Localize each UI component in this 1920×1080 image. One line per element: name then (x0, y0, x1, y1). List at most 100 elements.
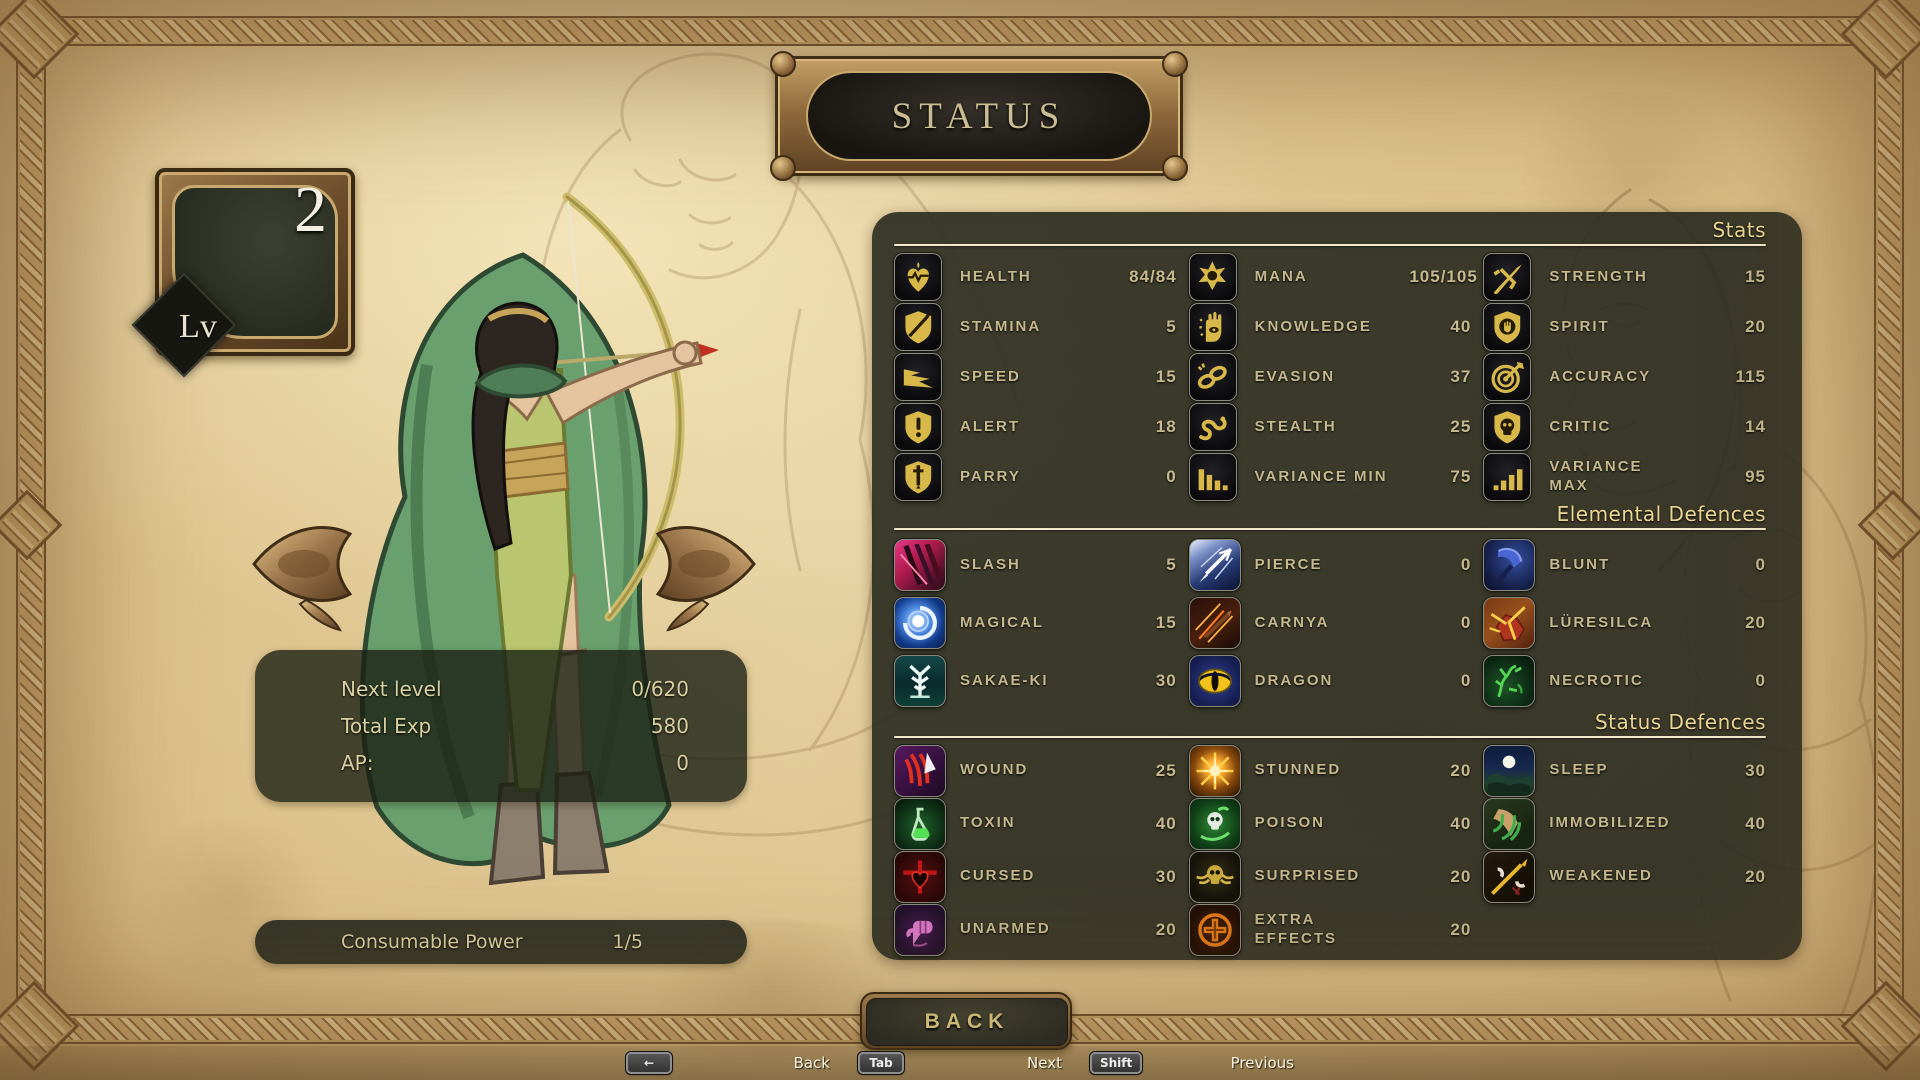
stat-label: PARRY (960, 467, 1021, 485)
evasion-icon (1188, 353, 1237, 401)
stat-row: NECROTIC 0 (1483, 652, 1766, 710)
stat-value: 15 (1745, 267, 1766, 286)
stat-row: HEALTH 84/84 (894, 252, 1177, 302)
toxin-icon (894, 797, 946, 850)
stat-label: MANA (1254, 267, 1308, 285)
section-divider (894, 528, 1766, 530)
right-arrow-ornament (655, 526, 756, 632)
stat-row: SAKAE-KI 30 (894, 652, 1177, 710)
stat-value: 84/84 (1129, 267, 1177, 286)
poison-icon (1188, 797, 1241, 850)
hotkey-hint-bar: ← Back Tab Next Shift Previous (0, 1046, 1920, 1080)
wound-icon (894, 744, 946, 797)
stat-label: KNOWLEDGE (1254, 317, 1372, 335)
hint-label: Previous (1230, 1054, 1294, 1072)
stunned-icon (1188, 744, 1241, 797)
sleep-icon (1483, 744, 1536, 797)
mana-icon (1188, 253, 1237, 301)
stat-row: VARIANCE MIN 75 (1188, 452, 1472, 502)
stat-row: STEALTH 25 (1188, 402, 1472, 452)
stat-value: 75 (1450, 467, 1472, 486)
frame-corner (0, 0, 80, 80)
stat-label: WOUND (960, 761, 1029, 779)
stat-label: STUNNED (1254, 761, 1342, 779)
banner-knob (1162, 51, 1188, 77)
section-label: Elemental Defences (1556, 502, 1766, 526)
frame-mid-left (0, 489, 63, 561)
stat-label: WEAKENED (1549, 867, 1653, 885)
stat-label: STAMINA (960, 317, 1042, 335)
level-label: Lv (179, 308, 217, 345)
banner-knob (770, 155, 796, 181)
extra-effects-icon (1188, 903, 1241, 956)
stat-value: 5 (1166, 555, 1177, 574)
stat-value: 40 (1450, 317, 1472, 336)
stat-row: CRITIC 14 (1483, 402, 1766, 452)
stat-label: STRENGTH (1549, 267, 1648, 285)
stat-row: BLUNT 0 (1483, 536, 1766, 594)
stat-row: SURPRISED 20 (1188, 850, 1472, 903)
stat-value: 25 (1450, 417, 1472, 436)
variance-max-icon (1483, 453, 1532, 501)
consumable-value: 1/5 (612, 931, 643, 953)
stat-value: 0 (1166, 467, 1177, 486)
knowledge-icon (1188, 303, 1237, 351)
experience-panel: Next level 0/620 Total Exp 580 AP: 0 (255, 650, 747, 802)
frame-top (16, 16, 1904, 46)
stat-label: DRAGON (1254, 671, 1334, 689)
frame-mid-right (1857, 489, 1920, 561)
consumable-power-bar: Consumable Power 1/5 (255, 920, 747, 964)
stat-label: MAGICAL (960, 613, 1044, 631)
stat-value: 18 (1155, 417, 1177, 436)
stats-panel: Stats HEALTH 84/84 MANA 105/105 STRENGTH 15 STA… (872, 212, 1802, 960)
stat-value: 30 (1155, 866, 1177, 886)
stat-value: 40 (1155, 813, 1177, 833)
stat-row: STUNNED 20 (1188, 744, 1472, 797)
stat-row: STAMINA 5 (894, 302, 1177, 352)
stat-row: SPIRIT 20 (1483, 302, 1766, 352)
level-box: 2 Lv (131, 168, 355, 378)
back-button-label: BACK (924, 1010, 1010, 1033)
stat-label: EVASION (1254, 367, 1336, 385)
backspace-key-icon: ← (625, 1051, 673, 1075)
stat-value: 20 (1450, 866, 1472, 886)
hint-label: Next (1027, 1054, 1062, 1072)
exp-label: AP: (341, 751, 374, 775)
back-button-frame: BACK (860, 992, 1072, 1050)
stat-row: WOUND 25 (894, 744, 1177, 797)
section-label: Status Defences (1594, 710, 1766, 734)
banner-knob (770, 51, 796, 77)
stat-value: 20 (1450, 760, 1472, 780)
stat-row: MANA 105/105 (1188, 252, 1478, 302)
stat-label: SPIRIT (1549, 317, 1610, 335)
stat-row: EXTRA EFFECTS 20 (1188, 903, 1472, 956)
stat-row: CURSED 30 (894, 850, 1177, 903)
stat-row: STRENGTH 15 (1483, 252, 1766, 302)
stat-label: UNARMED (960, 920, 1051, 938)
stat-label: IMMOBILIZED (1549, 814, 1671, 832)
stat-row: POISON 40 (1188, 797, 1472, 850)
health-icon (894, 253, 942, 301)
speed-icon (894, 353, 942, 401)
stat-row: VARIANCE MAX 95 (1483, 452, 1766, 502)
surprised-icon (1188, 850, 1241, 903)
section-label: Stats (1712, 218, 1766, 242)
stat-row: IMMOBILIZED 40 (1483, 797, 1766, 850)
magical-icon (894, 597, 946, 649)
stat-value: 15 (1155, 367, 1177, 386)
weakened-icon (1483, 850, 1536, 903)
critic-icon (1483, 403, 1532, 451)
stat-value: 37 (1450, 367, 1472, 386)
shift-key-icon: Shift (1088, 1051, 1144, 1075)
stat-row: CARNYA 0 (1188, 594, 1472, 652)
frame-corner (1840, 0, 1920, 80)
stat-value: 5 (1166, 317, 1177, 336)
unarmed-icon (894, 903, 946, 956)
stat-value: 105/105 (1409, 267, 1478, 286)
stat-row: SLEEP 30 (1483, 744, 1766, 797)
stat-value: 20 (1155, 919, 1177, 939)
stat-value: 95 (1745, 467, 1766, 486)
back-button[interactable]: BACK (866, 998, 1068, 1046)
variance-min-icon (1188, 453, 1237, 501)
immobilized-icon (1483, 797, 1536, 850)
